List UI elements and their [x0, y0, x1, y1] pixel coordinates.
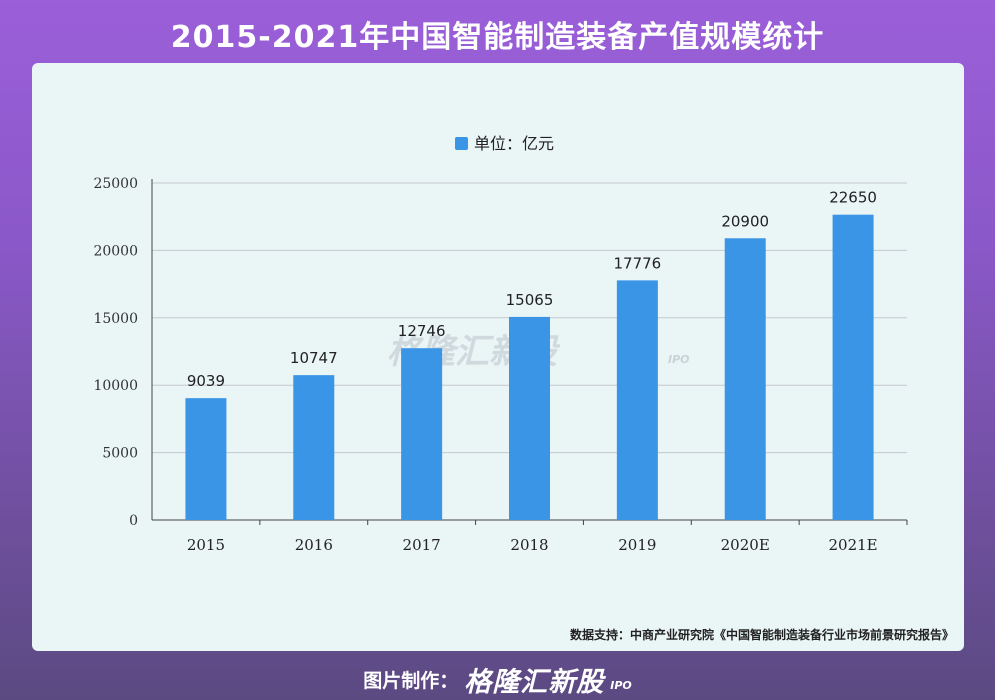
- bar: [616, 280, 658, 520]
- y-tick-label: 20000: [93, 243, 138, 259]
- x-tick-label: 2019: [618, 536, 656, 554]
- x-tick-label: 2020E: [721, 536, 770, 554]
- legend-label: 单位：亿元: [474, 134, 554, 153]
- data-label: 9039: [187, 372, 225, 390]
- x-tick-label: 2021E: [829, 536, 878, 554]
- watermark-sub: IPO: [668, 353, 690, 366]
- y-tick-label: 10000: [93, 378, 138, 394]
- data-label: 17776: [613, 254, 661, 272]
- data-label: 10747: [290, 349, 338, 367]
- legend-swatch: [455, 137, 468, 150]
- chart-card: 格隆汇新股 IPO 0 5000 10000 15000 20000 25000 9039 201…: [32, 63, 964, 651]
- bar: [509, 316, 550, 520]
- data-source: 数据支持：中商产业研究院《中国智能制造装备行业市场前景研究报告》: [569, 628, 954, 642]
- y-tick-label: 15000: [93, 311, 138, 327]
- y-tick-label: 25000: [93, 176, 138, 192]
- bar: [724, 238, 766, 520]
- footer-logo-sub: IPO: [610, 678, 632, 692]
- x-tick-label: 2015: [187, 536, 225, 554]
- bar: [293, 375, 335, 520]
- x-tick-label: 2016: [295, 536, 333, 554]
- bar: [185, 398, 227, 520]
- data-label: 20900: [721, 212, 769, 230]
- y-tick-label: 5000: [102, 446, 138, 462]
- bar-chart: 格隆汇新股 IPO05000100001500020000250009039201…: [93, 134, 908, 554]
- bar: [401, 348, 443, 520]
- data-label: 22650: [829, 189, 877, 207]
- bar: [832, 214, 874, 521]
- footer: 图片制作： 格隆汇新股 IPO: [0, 662, 995, 698]
- x-tick-label: 2017: [403, 536, 441, 554]
- data-label: 12746: [398, 322, 446, 340]
- footer-label: 图片制作：: [363, 669, 459, 692]
- footer-logo: 格隆汇新股: [464, 666, 605, 698]
- data-label: 15065: [506, 291, 554, 309]
- x-tick-label: 2018: [510, 536, 548, 554]
- y-tick-label: 0: [129, 513, 138, 529]
- page-title: 2015-2021年中国智能制造装备产值规模统计: [170, 20, 825, 55]
